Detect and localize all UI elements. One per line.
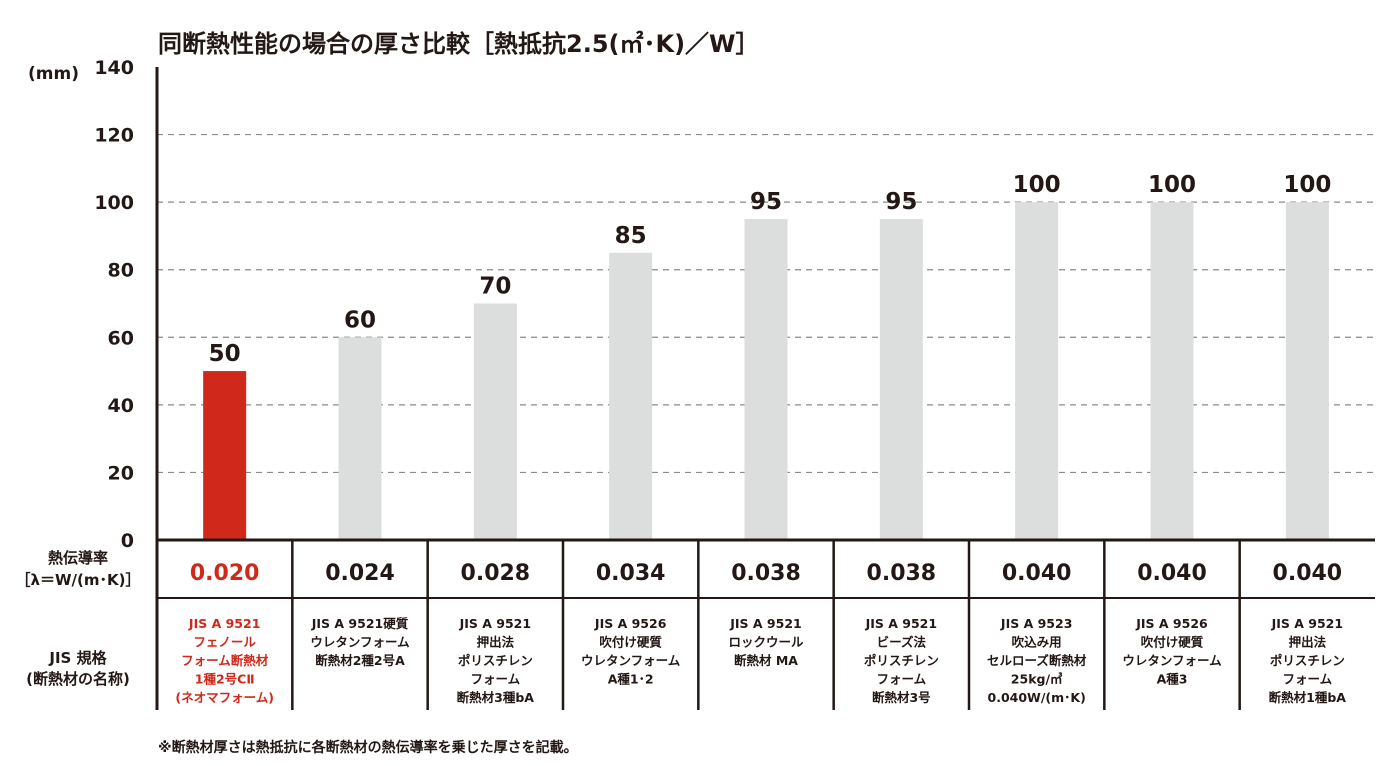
y-tick-label: 20 — [108, 462, 134, 484]
y-tick-label: 140 — [94, 57, 134, 79]
y-tick-label: 0 — [121, 530, 134, 552]
jis-header-sub: (断熱材の名称) — [26, 670, 130, 688]
y-tick-label: 120 — [94, 125, 134, 147]
y-tick-label: 100 — [94, 192, 134, 214]
category-label: JIS A 9521 押出法ポリスチレンフォーム断熱材3種bA — [457, 616, 535, 705]
bar-value-label: 100 — [1283, 172, 1331, 198]
bar — [744, 219, 788, 541]
y-axis-unit: (mm) — [28, 64, 79, 84]
conductivity-header: 熱伝導率 — [48, 549, 108, 567]
category-label: JIS A 9521 フェノールフォーム断熱材 1種2号CⅡ (ネオマフォーム) — [175, 616, 274, 705]
conductivity-value: 0.028 — [461, 561, 531, 586]
bar-value-label: 50 — [209, 341, 241, 367]
category-label: JIS A 9521硬質ウレタンフォーム断熱材2種2号A — [310, 616, 410, 668]
y-tick-label: 60 — [108, 327, 134, 349]
conductivity-value: 0.040 — [1002, 561, 1072, 586]
bar-value-label: 95 — [885, 189, 917, 215]
category-label: JIS A 9526 吹付け硬質ウレタンフォーム A種1･2 — [581, 616, 681, 687]
bar-value-label: 100 — [1013, 172, 1061, 198]
category-label: JIS A 9526 吹付け硬質ウレタンフォーム A種3 — [1122, 616, 1222, 687]
bar-value-label: 60 — [344, 307, 376, 333]
chart-title: 同断熱性能の場合の厚さ比較［熱抵抗2.5(㎡･K)／W］ — [158, 30, 760, 58]
bar-value-label: 70 — [479, 274, 511, 300]
category-label: JIS A 9523 吹込み用セルローズ断熱材 25kg/㎥ 0.040W/(m･K) — [987, 616, 1087, 705]
conductivity-value: 0.040 — [1137, 561, 1207, 586]
category-label: JIS A 9521 押出法ポリスチレンフォーム断熱材1種bA — [1269, 616, 1347, 705]
bar-value-label: 85 — [615, 223, 647, 249]
conductivity-value: 0.020 — [190, 561, 260, 586]
bar — [879, 219, 923, 541]
bar — [338, 337, 382, 540]
bar-value-label: 100 — [1148, 172, 1196, 198]
conductivity-value: 0.024 — [325, 561, 395, 586]
bar — [1285, 202, 1329, 540]
y-tick-label: 40 — [108, 395, 134, 417]
y-tick-label: 80 — [108, 260, 134, 282]
bar — [1150, 202, 1194, 540]
conductivity-value: 0.038 — [731, 561, 801, 586]
jis-header: JIS 規格 — [48, 649, 107, 667]
bar-value-label: 95 — [750, 189, 782, 215]
conductivity-value: 0.038 — [867, 561, 937, 586]
bar — [609, 252, 653, 541]
conductivity-value: 0.040 — [1273, 561, 1343, 586]
bar — [473, 303, 517, 540]
conductivity-header-unit: ［λ＝W/(m･K)］ — [16, 571, 141, 589]
category-label: JIS A 9521 ロックウール断熱材 MA — [728, 616, 804, 668]
conductivity-value: 0.034 — [596, 561, 666, 586]
category-label: JIS A 9521 ビーズ法ポリスチレンフォーム断熱材3号 — [864, 616, 939, 705]
bar — [1015, 202, 1059, 540]
footnote: ※断熱材厚さは熱抵抗に各断熱材の熱伝導率を乗じた厚さを記載。 — [158, 739, 578, 756]
bar — [203, 371, 247, 540]
